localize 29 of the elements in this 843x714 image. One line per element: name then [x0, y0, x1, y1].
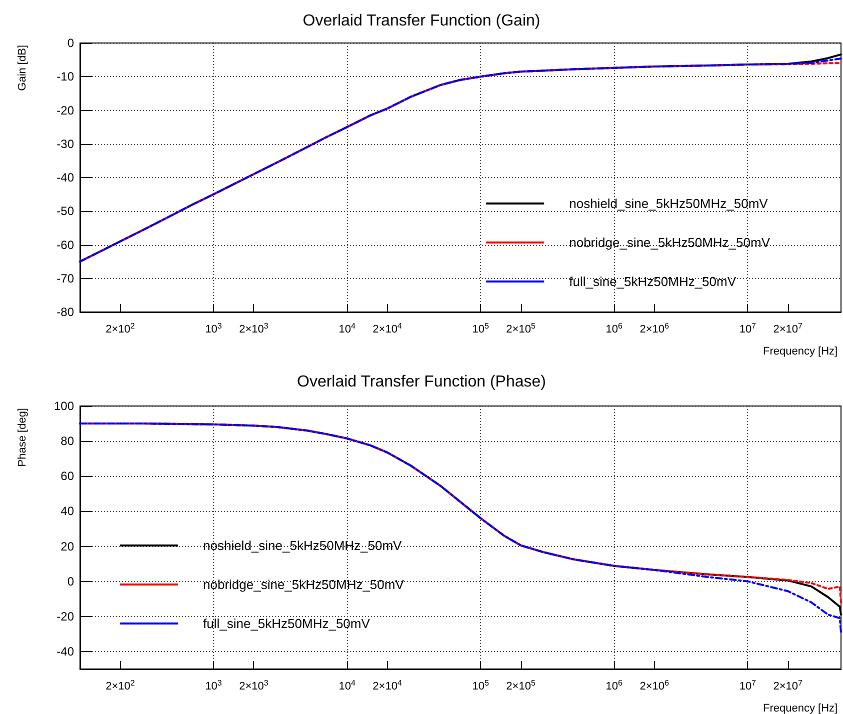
chart-title: Overlaid Transfer Function (Phase) — [297, 374, 546, 390]
legend-label: noshield_sine_5kHz50MHz_50mV — [569, 196, 768, 211]
y-tick-label: 0 — [67, 36, 74, 50]
y-axis-title: Gain [dB] — [16, 45, 28, 91]
y-tick-label: -60 — [56, 238, 74, 252]
legend-label: full_sine_5kHz50MHz_50mV — [569, 274, 736, 289]
legend-label: nobridge_sine_5kHz50MHz_50mV — [569, 235, 770, 250]
y-tick-label: 60 — [60, 469, 74, 484]
legend-label: nobridge_sine_5kHz50MHz_50mV — [203, 577, 404, 592]
x-axis-title: Frequency [Hz] — [763, 346, 838, 358]
y-tick-label: -70 — [56, 271, 74, 286]
y-tick-label: -20 — [56, 609, 74, 624]
y-tick-label: -30 — [56, 136, 74, 151]
y-tick-label: -20 — [56, 103, 74, 118]
y-tick-label: 80 — [60, 434, 74, 448]
y-tick-label: 100 — [54, 399, 74, 413]
y-tick-label: -50 — [56, 204, 74, 218]
legend-label: full_sine_5kHz50MHz_50mV — [203, 616, 370, 631]
y-tick-label: -10 — [56, 70, 74, 84]
y-tick-label: -80 — [56, 305, 74, 319]
chart-title: Overlaid Transfer Function (Gain) — [302, 12, 540, 30]
y-axis-title: Phase [deg] — [16, 408, 28, 467]
y-tick-label: 20 — [60, 539, 74, 554]
y-tick-label: 40 — [60, 504, 74, 518]
legend-label: noshield_sine_5kHz50MHz_50mV — [203, 538, 402, 553]
x-axis-title: Frequency [Hz] — [763, 702, 838, 714]
y-tick-label: 0 — [67, 574, 74, 588]
y-tick-label: -40 — [56, 644, 74, 658]
y-tick-label: -40 — [56, 170, 74, 184]
